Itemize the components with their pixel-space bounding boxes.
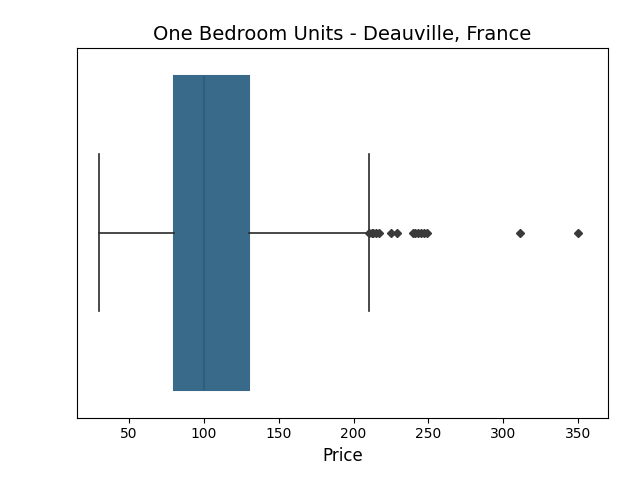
Title: One Bedroom Units - Deauville, France: One Bedroom Units - Deauville, France: [153, 24, 532, 44]
X-axis label: Price: Price: [322, 447, 363, 465]
PathPatch shape: [174, 76, 249, 390]
